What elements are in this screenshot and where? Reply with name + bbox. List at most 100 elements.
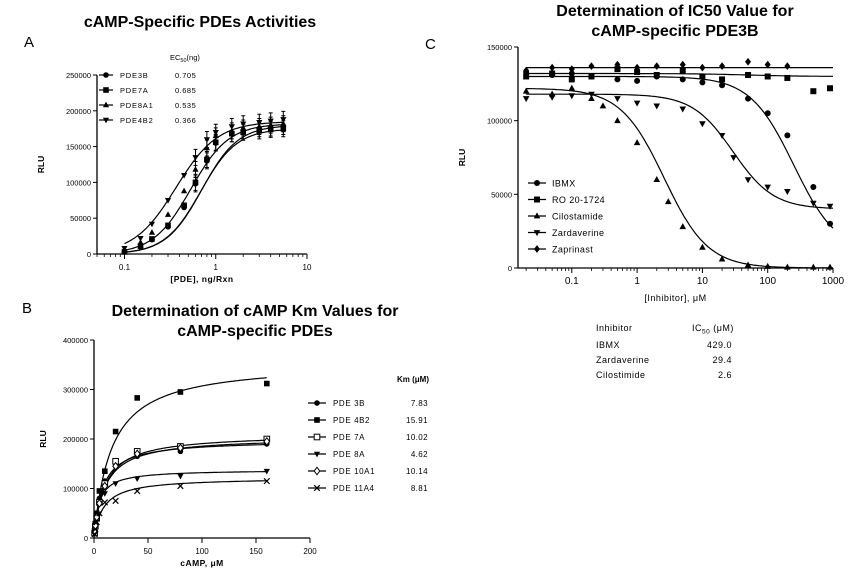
- data-point: [614, 60, 621, 69]
- data-point: [549, 70, 556, 77]
- data-point: [699, 121, 706, 128]
- data-point: [267, 118, 274, 125]
- data-point: [240, 121, 247, 128]
- data-point: [634, 69, 641, 76]
- data-point: [148, 221, 156, 228]
- data-point: [96, 488, 103, 494]
- data-point: [164, 198, 172, 204]
- table-header-ic50: IC50 (μM): [692, 323, 734, 336]
- data-point: [719, 62, 726, 71]
- data-point: [745, 95, 752, 102]
- data-point: [134, 395, 140, 401]
- table-header-ic50-tail: (μM): [710, 323, 734, 333]
- table-header-inhibitor: Inhibitor: [596, 323, 633, 333]
- table-row-ic50: 429.0: [707, 340, 732, 350]
- y-tick-label: 0: [87, 250, 91, 259]
- x-tick-label: 1000: [822, 276, 845, 287]
- fit-curve: [526, 88, 833, 269]
- data-point: [744, 177, 752, 184]
- data-point: [730, 155, 737, 162]
- data-point: [264, 380, 270, 387]
- data-point: [744, 261, 752, 268]
- data-point: [599, 102, 607, 109]
- data-point: [719, 76, 726, 83]
- data-point: [588, 73, 595, 80]
- y-tick-label: 150000: [487, 43, 512, 52]
- data-point: [112, 461, 120, 471]
- legend-ec50: 0.366: [175, 116, 196, 125]
- data-point: [718, 255, 726, 262]
- data-point: [653, 71, 660, 78]
- data-point: [745, 71, 752, 78]
- data-point: [263, 468, 270, 475]
- data-point: [764, 110, 771, 117]
- legend-marker: [313, 466, 321, 476]
- data-point: [177, 482, 184, 490]
- legend-km: 10.14: [406, 467, 428, 476]
- y-axis-label: RLU: [457, 149, 467, 166]
- data-point: [653, 176, 661, 182]
- y-axis-label: RLU: [36, 156, 46, 173]
- legend-ec50: 0.535: [175, 101, 196, 110]
- legend-marker: [534, 180, 540, 186]
- data-point: [614, 66, 621, 73]
- data-point: [719, 82, 726, 89]
- y-tick-label: 50000: [491, 190, 512, 199]
- data-point: [176, 443, 184, 453]
- data-point: [256, 120, 263, 126]
- data-point: [679, 223, 687, 230]
- data-point: [523, 73, 530, 80]
- data-point: [181, 187, 188, 194]
- legend-label: PDE 10A1: [333, 467, 375, 476]
- legend-ec50: 0.705: [175, 71, 196, 80]
- fit-curve: [124, 125, 284, 253]
- x-tick-label: 1: [634, 276, 640, 287]
- fit-curve: [93, 439, 267, 536]
- data-point: [764, 60, 771, 69]
- data-point: [568, 65, 575, 73]
- fit-curve: [93, 377, 267, 535]
- data-point: [614, 96, 621, 103]
- legend-marker: [102, 101, 110, 108]
- fit-curve: [93, 471, 267, 534]
- data-point: [784, 62, 791, 71]
- data-point: [810, 88, 817, 95]
- chart-panel-b: B Determination of cAMP Km Values for cAMP…: [22, 300, 429, 568]
- legend-marker: [103, 87, 109, 93]
- data-point: [810, 263, 817, 270]
- y-tick-label: 200000: [63, 435, 88, 444]
- y-tick-label: 50000: [70, 214, 91, 223]
- legend-label: PDE 4B2: [333, 416, 370, 425]
- legend-marker: [533, 230, 541, 237]
- table-row-inhibitor: Zardaverine: [596, 355, 650, 365]
- data-point: [192, 155, 199, 161]
- data-point: [522, 96, 530, 103]
- data-point: [764, 73, 771, 80]
- data-point: [810, 200, 817, 207]
- legend-label: PDE7A: [120, 86, 149, 95]
- x-tick-label: 10: [697, 276, 709, 287]
- legend-label: PDE 3B: [333, 399, 365, 408]
- data-point: [263, 477, 271, 485]
- legend-km: 10.02: [406, 433, 428, 442]
- data-point: [664, 198, 672, 205]
- data-point: [653, 103, 661, 110]
- legend-label: RO 20-1724: [552, 195, 605, 205]
- data-point: [133, 449, 141, 459]
- data-point: [784, 263, 791, 270]
- data-point: [181, 173, 188, 179]
- y-tick-label: 100000: [487, 117, 512, 126]
- legend-marker: [102, 117, 110, 124]
- data-point: [634, 77, 641, 84]
- legend-label: PDE8A1: [120, 101, 154, 110]
- data-point: [164, 211, 172, 217]
- legend-km: 8.81: [411, 484, 428, 493]
- data-point: [784, 74, 791, 81]
- panel-label: B: [22, 300, 32, 317]
- data-point: [679, 76, 686, 83]
- data-point: [204, 156, 210, 163]
- data-point: [149, 236, 155, 242]
- y-tick-label: 150000: [66, 143, 91, 152]
- data-point: [93, 518, 100, 526]
- y-tick-label: 400000: [63, 336, 88, 345]
